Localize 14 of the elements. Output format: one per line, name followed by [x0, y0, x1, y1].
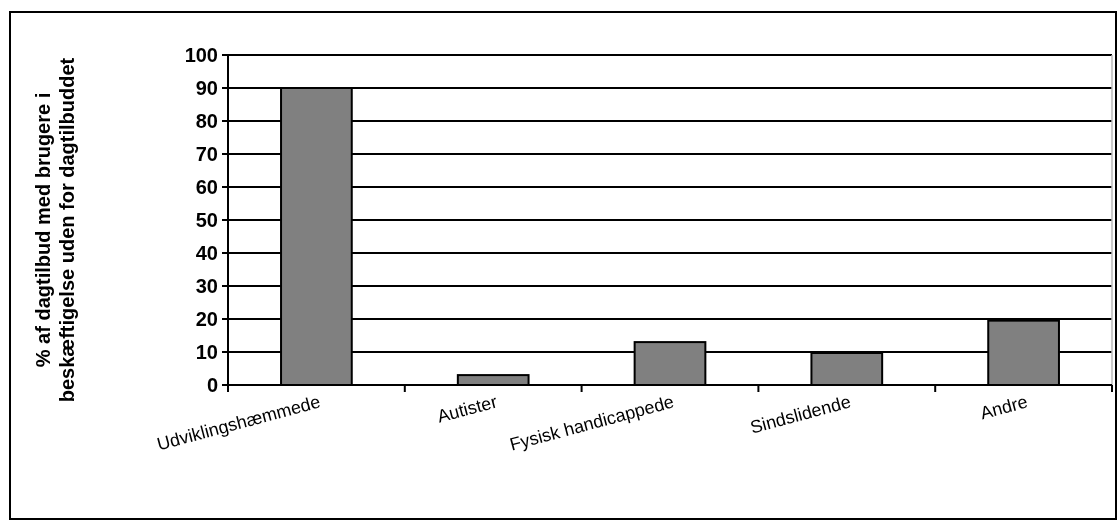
y-tick-label: 90 — [195, 77, 218, 99]
y-tick-label: 70 — [195, 143, 218, 165]
y-tick-label: 0 — [206, 374, 218, 396]
y-tick-label: 20 — [195, 308, 218, 330]
y-tick-label: 60 — [195, 176, 218, 198]
x-tick-label: Andre — [978, 391, 1030, 424]
y-tick-label: 50 — [195, 209, 218, 231]
y-tick-label: 30 — [195, 275, 218, 297]
x-tick-label: Autister — [435, 391, 500, 427]
y-tick-label: 10 — [195, 341, 218, 363]
y-tick-label: 40 — [195, 242, 218, 264]
y-axis-title: % af dagtilbud med brugere i beskæftigelse uden for dagtilbuddet — [32, 57, 78, 403]
y-tick-label: 100 — [184, 44, 218, 66]
y-tick-label: 80 — [195, 110, 218, 132]
